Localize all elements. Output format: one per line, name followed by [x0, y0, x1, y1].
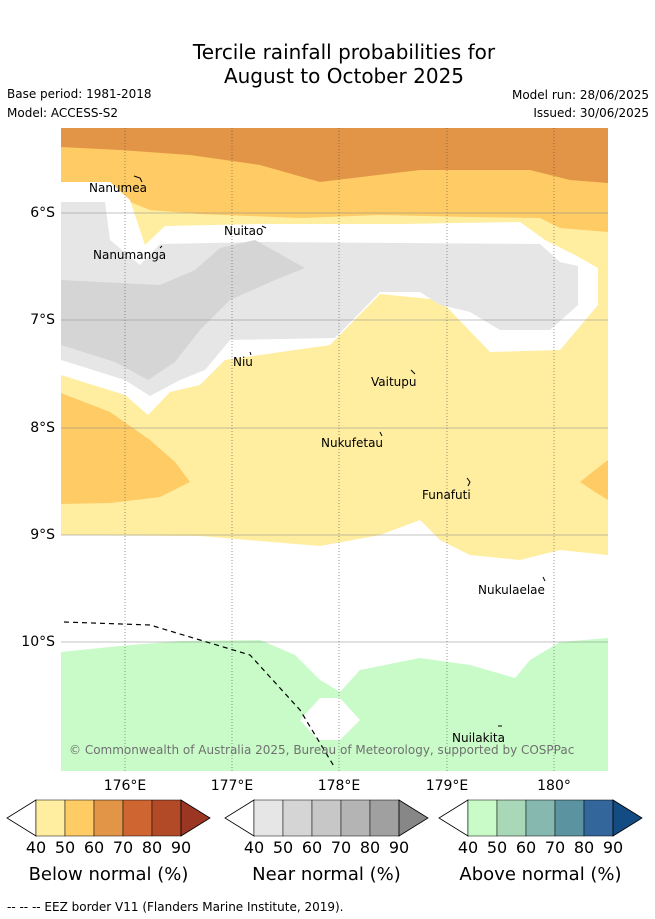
below-tick-label: 60 — [84, 838, 104, 857]
legend-near-normal: 40 50 60 70 80 90 Near normal (%) — [224, 799, 429, 885]
lat-label-8s: 8°S — [30, 420, 55, 436]
base-period: Base period: 1981-2018 — [7, 87, 152, 101]
region-below-50-60-south-west — [61, 393, 190, 504]
model-name: Model: ACCESS-S2 — [7, 106, 119, 120]
below-extend-low — [6, 799, 37, 837]
below-extend-high — [180, 799, 211, 837]
near-tick-label: 50 — [273, 838, 293, 857]
island-nukufetau-outline — [379, 431, 383, 437]
region-below-50-60-east — [580, 460, 608, 500]
lat-label-10s: 10°S — [21, 634, 55, 650]
issued-date: Issued: 30/06/2025 — [533, 106, 649, 120]
near-color-swatch — [340, 799, 371, 837]
above-color-swatch — [496, 799, 527, 837]
lat-label-9s: 9°S — [30, 527, 55, 543]
near-tick-label: 70 — [331, 838, 351, 857]
above-tick-label: 60 — [516, 838, 536, 857]
below-color-swatch — [122, 799, 153, 837]
region-below-60-70 — [61, 128, 608, 183]
lat-label-7s: 7°S — [30, 312, 55, 328]
below-tick-label: 50 — [55, 838, 75, 857]
below-tick-label: 80 — [142, 838, 162, 857]
above-tick-label: 70 — [545, 838, 565, 857]
legend-colorbars: 40 50 60 70 80 90 Below normal (%) 40 50 60 70 80 9… — [6, 799, 643, 885]
near-extend-high — [398, 799, 429, 837]
eez-footnote: -- -- -- EEZ border V11 (Flanders Marine… — [7, 900, 344, 914]
island-nanumanga-outline — [159, 245, 163, 249]
place-label-vaitupu: Vaitupu — [371, 375, 417, 389]
island-nuitao-outline — [261, 225, 267, 229]
lat-label-6s: 6°S — [30, 205, 55, 221]
near-tick-label: 80 — [360, 838, 380, 857]
place-label-funafuti: Funafuti — [422, 488, 471, 502]
near-tick-label: 60 — [302, 838, 322, 857]
place-label-nanumanga: Nanumanga — [93, 248, 166, 262]
map-title: Tercile rainfall probabilities for Augus… — [0, 40, 655, 88]
probability-map: Nanumea Nuitao Nanumanga Niu Vaitupu Nuk… — [61, 128, 608, 771]
above-color-swatch — [554, 799, 585, 837]
model-run: Model run: 28/06/2025 — [511, 88, 649, 102]
above-color-swatch — [525, 799, 556, 837]
below-tick-label: 40 — [26, 838, 46, 857]
title-line-1: Tercile rainfall probabilities for — [192, 40, 496, 64]
near-extend-low — [224, 799, 255, 837]
above-tick-label: 50 — [487, 838, 507, 857]
region-near-50-60 — [61, 240, 305, 380]
island-nukulaelae-outline — [542, 576, 546, 582]
island-outlines — [133, 175, 546, 727]
below-tick-label: 70 — [113, 838, 133, 857]
above-tick-label: 40 — [458, 838, 478, 857]
place-label-nukulaelae: Nukulaelae — [478, 583, 545, 597]
above-extend-low — [438, 799, 469, 837]
gridlines-lon — [124, 128, 555, 771]
lon-label-179e: 179°E — [425, 778, 469, 794]
near-color-swatch — [311, 799, 342, 837]
legend-below-normal: 40 50 60 70 80 90 Below normal (%) — [6, 799, 211, 885]
near-color-swatch — [369, 799, 400, 837]
above-tick-label: 90 — [603, 838, 623, 857]
place-label-nuitao: Nuitao — [224, 224, 263, 238]
below-color-swatch — [35, 799, 66, 837]
place-label-nukufetau: Nukufetau — [321, 436, 383, 450]
place-label-niu: Niu — [233, 355, 253, 369]
below-color-swatch — [64, 799, 95, 837]
region-no-dominant-hole — [300, 698, 360, 740]
lon-label-176e: 176°E — [103, 778, 147, 794]
near-tick-label: 90 — [389, 838, 409, 857]
island-vaitupu-outline — [410, 369, 416, 375]
near-tick-label: 40 — [244, 838, 264, 857]
eez-border — [63, 621, 336, 769]
region-near-40-50 — [61, 202, 578, 396]
title-line-2: August to October 2025 — [223, 64, 465, 88]
above-extend-high — [612, 799, 643, 837]
lon-label-177e: 177°E — [210, 778, 254, 794]
lon-label-180: 180° — [537, 778, 571, 794]
below-tick-label: 90 — [171, 838, 191, 857]
island-niu-outline — [249, 351, 252, 356]
near-normal-label: Near normal (%) — [252, 864, 401, 885]
copyright-notice: © Commonwealth of Australia 2025, Bureau… — [69, 743, 574, 757]
place-label-nanumea: Nanumea — [89, 181, 147, 195]
below-color-swatch — [151, 799, 182, 837]
lon-label-178e: 178°E — [317, 778, 361, 794]
below-color-swatch — [93, 799, 124, 837]
gridlines — [61, 212, 608, 643]
near-color-swatch — [282, 799, 313, 837]
above-normal-label: Above normal (%) — [459, 864, 621, 885]
near-color-swatch — [253, 799, 284, 837]
below-normal-label: Below normal (%) — [29, 864, 189, 885]
legend-above-normal: 40 50 60 70 80 90 Above normal (%) — [438, 799, 643, 885]
island-nanumea-outline — [133, 175, 143, 183]
above-color-swatch — [583, 799, 614, 837]
above-tick-label: 80 — [574, 838, 594, 857]
island-funafuti-outline — [466, 477, 471, 487]
above-color-swatch — [467, 799, 498, 837]
place-label-nuilakita: Nuilakita — [452, 731, 505, 745]
